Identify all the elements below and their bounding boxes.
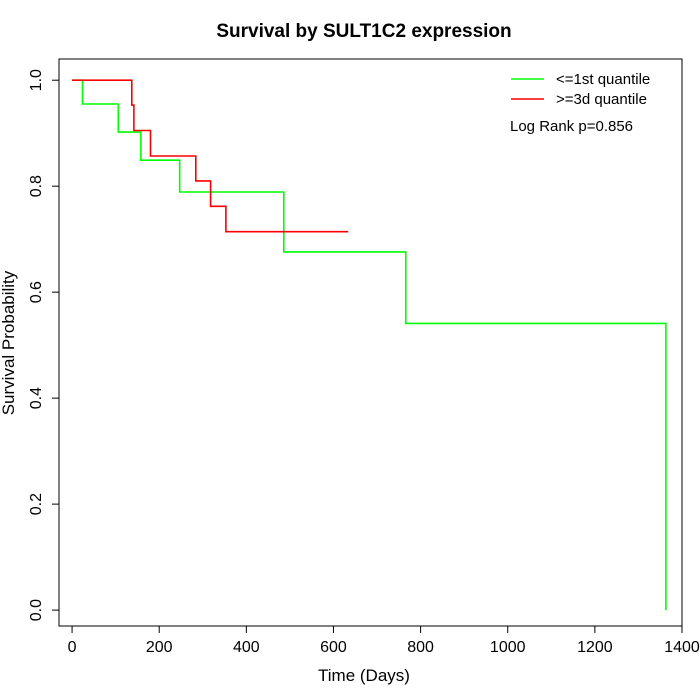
x-tick-label: 1000	[490, 639, 526, 656]
y-axis-label: Survival Probability	[0, 270, 18, 415]
y-tick-label: 0.4	[28, 387, 45, 409]
y-tick-label: 0.8	[28, 175, 45, 197]
y-axis: 0.0 0.2 0.4 0.6 0.8 1.0	[28, 69, 60, 621]
legend-label-2: >=3d quantile	[556, 91, 647, 108]
x-tick-label: 200	[146, 639, 173, 656]
y-tick-label: 0.2	[28, 493, 45, 515]
x-axis-label: Time (Days)	[318, 666, 410, 685]
y-tick-label: 0.0	[28, 599, 45, 621]
series-layer	[72, 79, 667, 611]
legend-label-1: <=1st quantile	[556, 71, 650, 88]
chart-title: Survival by SULT1C2 expression	[216, 21, 511, 42]
x-axis: 0 200 400 600 800 1000 1200 1400	[68, 625, 700, 656]
series-line-1	[72, 79, 667, 611]
x-tick-label: 800	[407, 639, 434, 656]
y-tick-label: 0.6	[28, 281, 45, 303]
y-tick-label: 1.0	[28, 69, 45, 91]
plot-frame	[58, 58, 683, 627]
x-tick-label: 600	[320, 639, 347, 656]
legend: <=1st quantile >=3d quantile	[511, 71, 650, 108]
x-tick-label: 0	[68, 639, 77, 656]
x-tick-label: 400	[233, 639, 260, 656]
x-tick-label: 1200	[577, 639, 613, 656]
series-line-2	[72, 79, 349, 233]
log-rank-annotation: Log Rank p=0.856	[510, 118, 633, 135]
x-tick-label: 1400	[664, 639, 700, 656]
